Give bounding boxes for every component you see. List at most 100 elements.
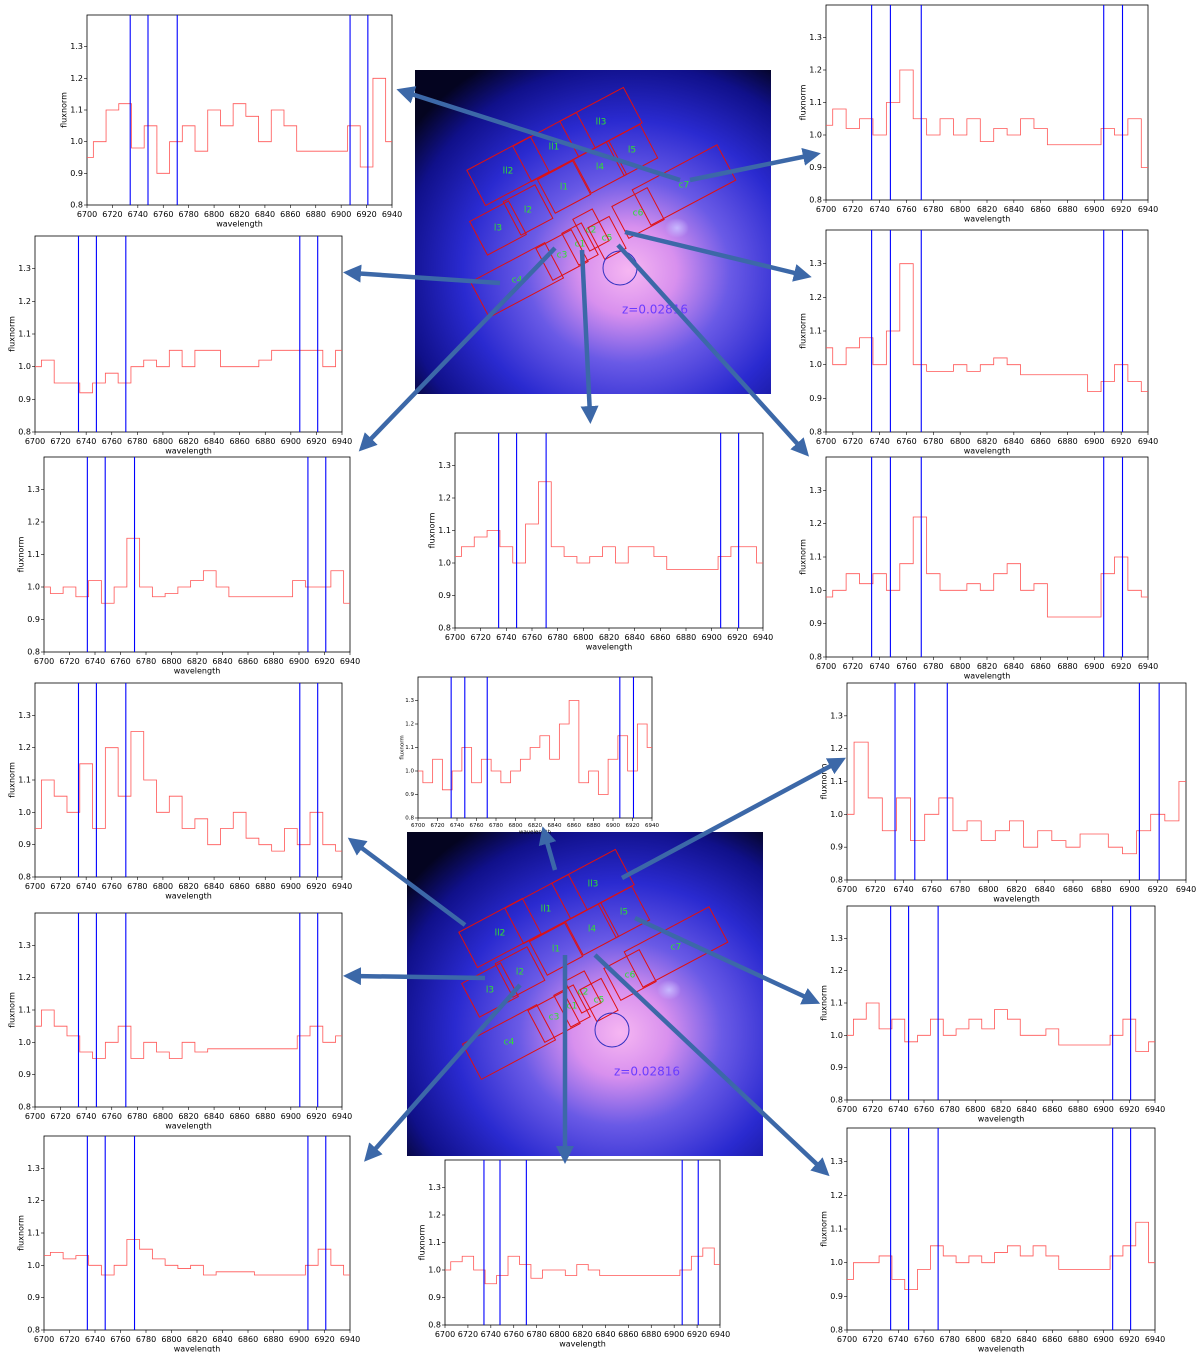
- plot-frame: [34, 235, 343, 433]
- x-tick-label: 6820: [178, 437, 198, 446]
- region-label: l3: [494, 224, 502, 234]
- region-box: [579, 977, 619, 1023]
- x-axis-label: wavelength: [216, 220, 263, 229]
- x-tick-label: 6920: [727, 633, 747, 642]
- x-tick-label: 6900: [1093, 1105, 1113, 1114]
- y-tick-label: 0.8: [438, 624, 451, 633]
- region-label: ll2: [503, 167, 514, 177]
- y-tick-label: 1.0: [70, 137, 83, 146]
- x-tick-label: 6940: [1145, 1105, 1165, 1114]
- region-label: ll2: [495, 929, 506, 939]
- x-tick-label: 6740: [76, 1112, 96, 1121]
- x-tick-label: 6760: [110, 1335, 130, 1344]
- y-tick-label: 1.3: [809, 33, 822, 42]
- x-tick-label: 6860: [1063, 885, 1083, 894]
- x-tick-label: 6920: [1111, 205, 1131, 214]
- x-tick-label: 6940: [1138, 437, 1158, 446]
- x-tick-label: 6920: [314, 1335, 334, 1344]
- x-tick-label: 6880: [587, 823, 601, 829]
- y-tick-label: 1.2: [809, 519, 822, 528]
- x-tick-label: 6720: [59, 657, 79, 666]
- x-tick-label: 6940: [753, 633, 773, 642]
- x-tick-label: 6900: [331, 210, 351, 219]
- plot-frame: [454, 432, 764, 629]
- y-axis-label: fluxnorm: [798, 313, 807, 349]
- y-tick-label: 0.8: [18, 428, 31, 437]
- spectrum-panel: 6700 6720 6740 6760 6780 6800 6820 6840 6860 6880…: [427, 432, 773, 652]
- x-tick-label: 6800: [965, 1105, 985, 1114]
- x-tick-label: 6860: [229, 882, 249, 891]
- plot-frame: [825, 229, 1149, 433]
- x-tick-label: 6860: [567, 823, 581, 829]
- arrow: [579, 249, 599, 424]
- x-tick-label: 6820: [187, 657, 207, 666]
- x-tick-label: 6700: [25, 882, 45, 891]
- arrow: [343, 967, 486, 986]
- plot-frame: [34, 682, 343, 878]
- spectrum-panel: 6700 6720 6740 6760 6780 6800 6820 6840 6860 6880…: [59, 14, 402, 229]
- x-tick-label: 6860: [280, 210, 300, 219]
- x-tick-label: 6860: [1030, 662, 1050, 671]
- x-tick-label: 6780: [923, 205, 943, 214]
- spectrum-line: [35, 349, 342, 394]
- arrow: [624, 229, 812, 282]
- x-tick-label: 6780: [178, 210, 198, 219]
- y-tick-label: 1.0: [27, 583, 40, 592]
- x-axis-label: wavelength: [165, 892, 212, 901]
- plot-frame: [846, 1127, 1156, 1331]
- y-tick-label: 1.0: [27, 1261, 40, 1270]
- y-tick-label: 0.9: [830, 1063, 843, 1072]
- arrow: [396, 86, 681, 183]
- x-tick-label: 6700: [34, 1335, 54, 1344]
- y-tick-label: 0.9: [830, 843, 843, 852]
- x-axis-label: wavelength: [993, 895, 1040, 904]
- spectrum-panel: 6700 6720 6740 6760 6780 6800 6820 6840 6860 6880…: [798, 456, 1158, 681]
- y-axis-label: fluxnorm: [16, 1215, 25, 1251]
- x-tick-label: 6880: [1057, 205, 1077, 214]
- x-tick-label: 6780: [526, 1330, 546, 1339]
- x-tick-label: 6940: [710, 1330, 730, 1339]
- x-axis-label: wavelength: [165, 1122, 212, 1131]
- x-tick-label: 6880: [255, 437, 275, 446]
- arrow: [689, 147, 821, 183]
- y-tick-label: 0.8: [830, 1326, 843, 1335]
- x-tick-label: 6900: [664, 1330, 684, 1339]
- y-tick-label: 1.3: [830, 934, 843, 943]
- x-axis-label: wavelength: [964, 215, 1011, 224]
- region-box: [623, 906, 729, 988]
- x-tick-label: 6740: [450, 823, 464, 829]
- y-tick-label: 1.1: [27, 1229, 40, 1238]
- region-label: c6: [633, 209, 644, 219]
- y-axis-label: fluxnorm: [7, 316, 16, 352]
- x-tick-label: 6900: [281, 1112, 301, 1121]
- x-tick-label: 6880: [1068, 1105, 1088, 1114]
- x-tick-label: 6760: [922, 885, 942, 894]
- x-tick-label: 6700: [77, 210, 97, 219]
- y-tick-label: 1.2: [18, 743, 31, 752]
- y-tick-label: 1.3: [18, 264, 31, 273]
- x-tick-label: 6860: [229, 1112, 249, 1121]
- y-tick-label: 1.0: [428, 1266, 441, 1275]
- x-tick-label: 6720: [865, 885, 885, 894]
- arrow: [634, 915, 821, 1005]
- x-tick-label: 6820: [991, 1335, 1011, 1344]
- x-tick-label: 6760: [470, 823, 484, 829]
- x-tick-label: 6860: [1030, 437, 1050, 446]
- arrow: [343, 264, 501, 286]
- x-tick-label: 6700: [837, 885, 857, 894]
- y-tick-label: 1.1: [830, 777, 843, 786]
- arrow: [538, 826, 558, 871]
- x-axis-label: wavelength: [964, 447, 1011, 456]
- x-tick-label: 6940: [332, 882, 352, 891]
- x-tick-label: 6880: [1057, 437, 1077, 446]
- region-label: ll1: [549, 143, 560, 153]
- y-tick-label: 1.1: [18, 330, 31, 339]
- x-tick-label: 6740: [128, 210, 148, 219]
- y-axis-label: fluxnorm: [7, 992, 16, 1028]
- x-tick-label: 6940: [1176, 885, 1196, 894]
- x-tick-label: 6700: [435, 1330, 455, 1339]
- spectrum-line: [35, 1009, 342, 1059]
- x-tick-label: 6800: [509, 823, 523, 829]
- y-tick-label: 1.0: [809, 131, 822, 140]
